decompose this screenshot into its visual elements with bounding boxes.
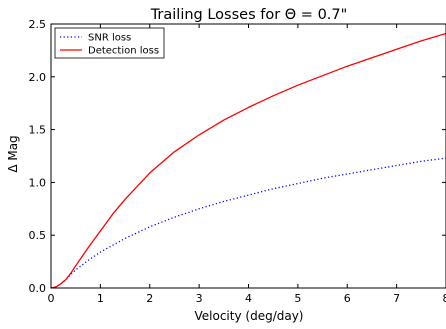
legend: SNR loss Detection loss [54,27,165,59]
series-lines [50,32,446,289]
y-tick-label: 1.0 [29,176,47,189]
y-tick-label: 0.0 [29,282,47,295]
x-tick-label: 6 [344,292,351,305]
x-tick-label: 2 [146,292,153,305]
y-tick-label: 1.5 [29,124,47,137]
x-tick-label: 0 [48,292,55,305]
x-axis-label: Velocity (deg/day) [195,309,304,323]
series-line-snr-loss [50,157,446,289]
axis-ticks: 0 1 2 3 4 5 6 7 8 0.0 0.5 1.0 1.5 2.0 2.5 [29,18,446,305]
x-tick-label: 7 [393,292,400,305]
y-tick-label: 2.5 [29,18,47,31]
legend-label-detection-loss: Detection loss [88,46,159,57]
x-tick-label: 5 [294,292,301,305]
y-axis-label: Δ Mag [6,135,20,172]
legend-box [54,27,165,59]
series-line-detection-loss [50,32,446,289]
x-tick-label: 1 [97,292,104,305]
x-tick-label: 3 [196,292,203,305]
plot-frame [50,23,446,289]
chart-title: Trailing Losses for Θ = 0.7" [150,7,348,23]
y-tick-label: 2.0 [29,71,47,84]
y-tick-label: 0.5 [29,229,47,242]
legend-label-snr-loss: SNR loss [88,33,131,44]
x-tick-label: 4 [245,292,252,305]
x-tick-label: 8 [443,292,446,305]
